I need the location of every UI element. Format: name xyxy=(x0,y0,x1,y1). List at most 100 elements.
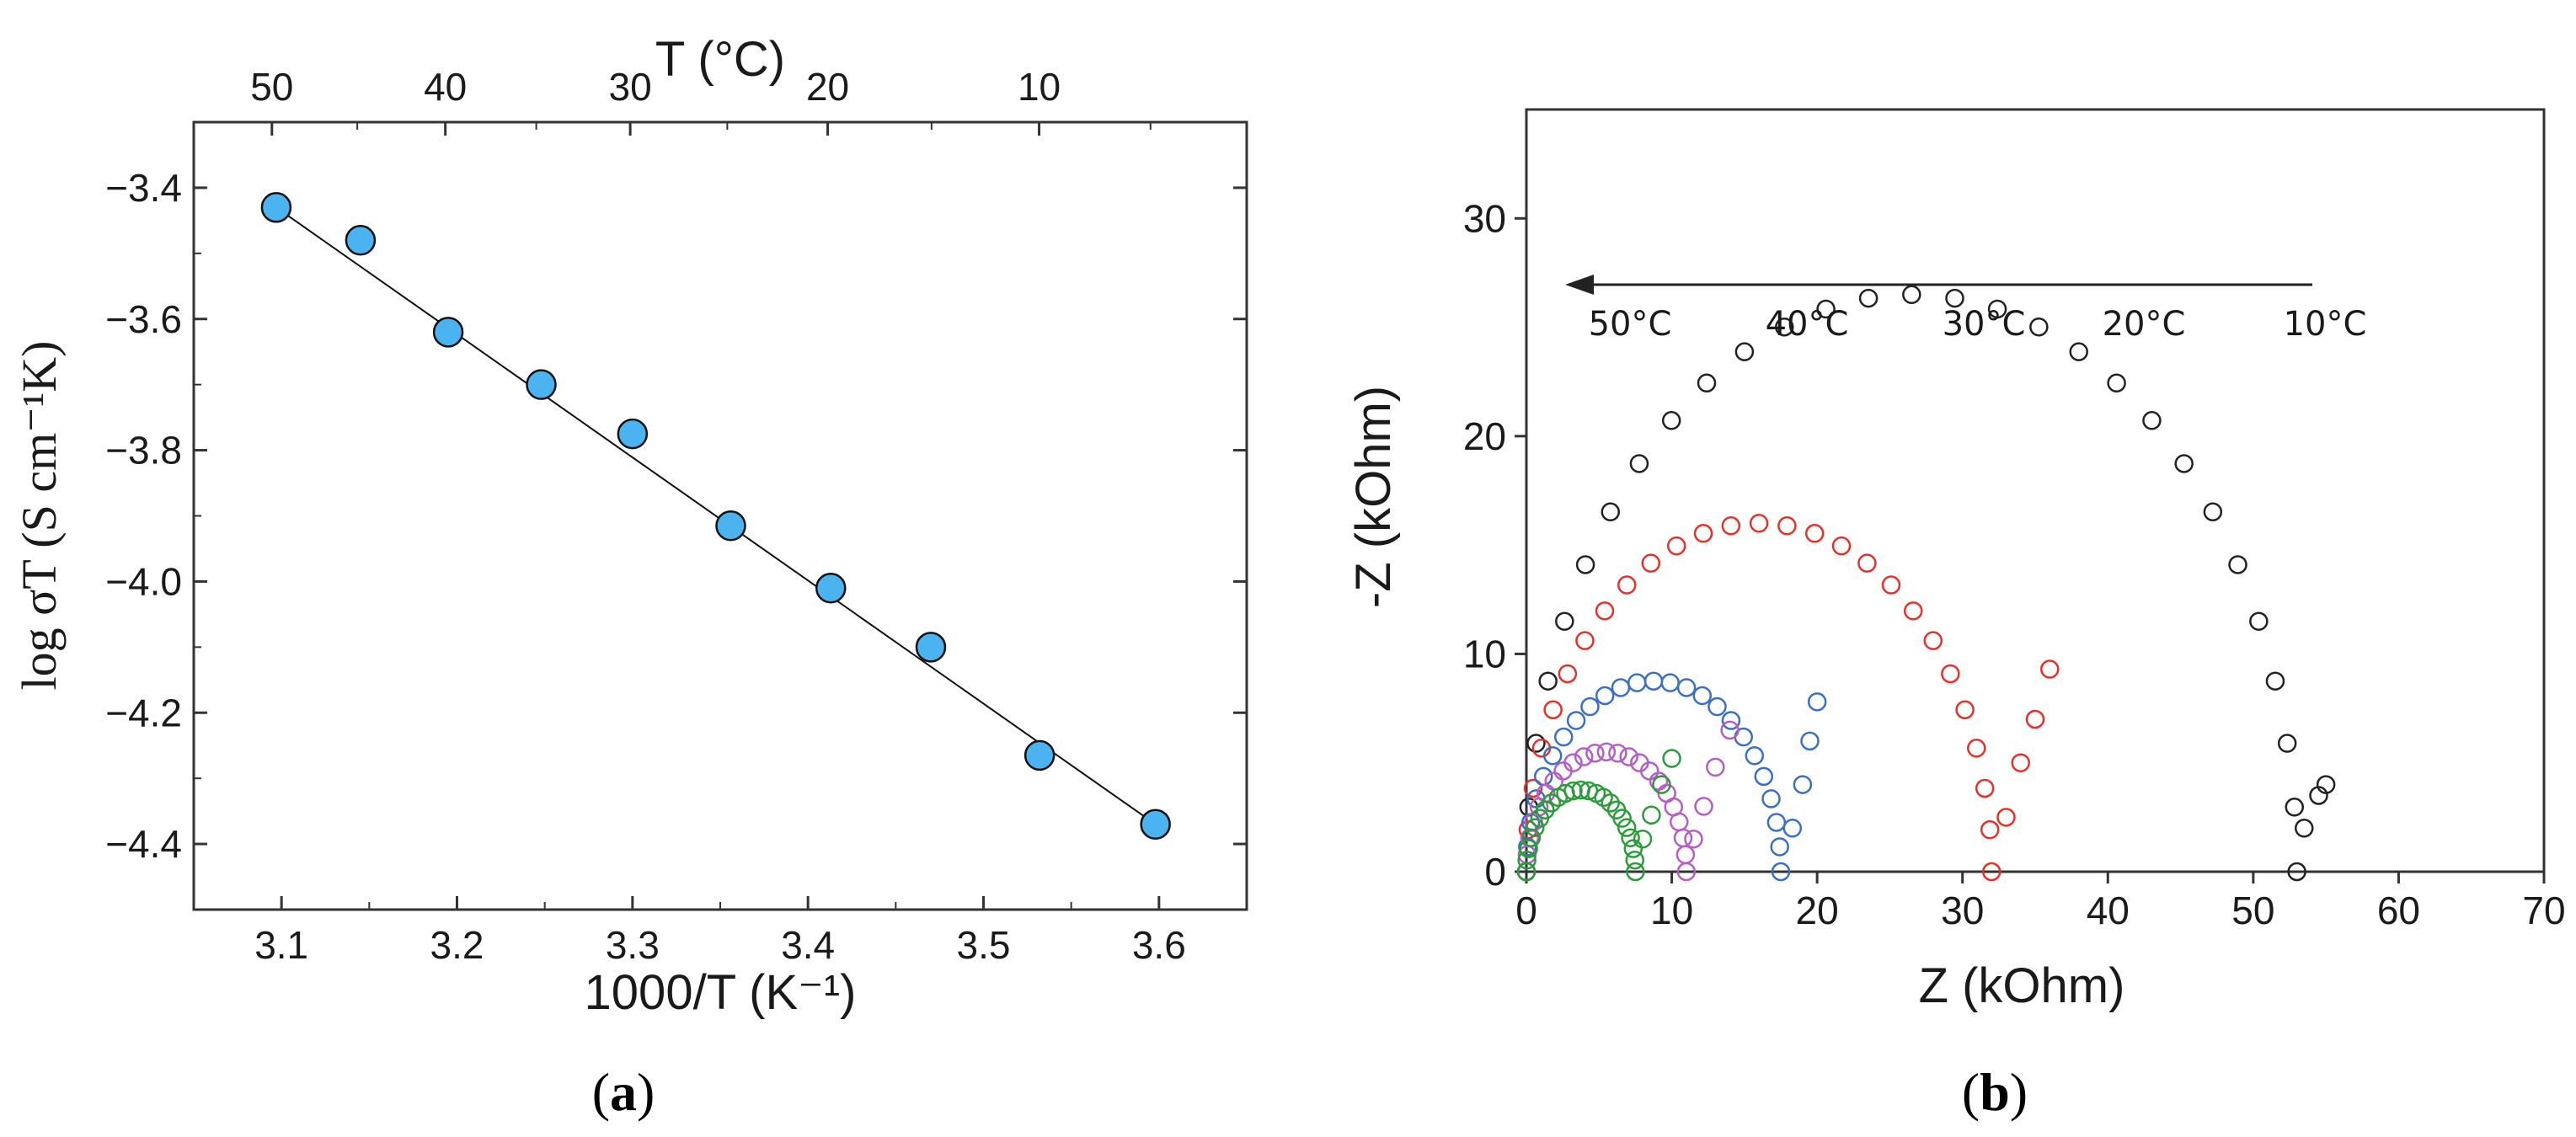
panel-b-data-point xyxy=(1594,787,1613,808)
panel-a-data-point xyxy=(715,510,746,542)
panel-b-data-point xyxy=(1625,850,1645,870)
panel-b-data-point xyxy=(1526,734,1546,753)
panel-b-data-point xyxy=(1627,673,1647,692)
panel-b-data-point xyxy=(2029,317,2049,337)
panel-b-y-tick-label: 20 xyxy=(1463,414,1506,458)
panel-a-fit-segment xyxy=(275,206,1157,825)
panel-b-data-point xyxy=(1941,664,1960,684)
panel-b-data-point xyxy=(2285,798,2305,817)
panel-b-data-point xyxy=(2142,411,2162,430)
panel-a-top-tick-label: 40 xyxy=(424,65,467,109)
panel-b-data-point xyxy=(1563,753,1583,772)
panel-b-x-tick-label: 0 xyxy=(1515,889,1537,932)
panel-b-data-point xyxy=(1721,711,1741,730)
panel-a-top-axis: 50 40 30 20 10 xyxy=(250,65,1152,136)
temperature-arrow-head xyxy=(1565,275,1594,295)
panel-a-data-point xyxy=(1023,739,1056,771)
panel-a-x-tick-label: 3.6 xyxy=(1132,923,1186,967)
panel-b-data-point xyxy=(1595,686,1615,706)
panel-b-data-point xyxy=(1566,711,1586,730)
panel-b-data-point xyxy=(1612,809,1632,828)
panel-a-y-tick-label: −3.8 xyxy=(105,429,182,472)
panel-b-data-point xyxy=(1975,778,1995,798)
panel-b-data-point xyxy=(1987,299,2007,319)
panel-b-data-point xyxy=(1542,793,1561,813)
panel-b-x-tick-label: 20 xyxy=(1796,889,1839,932)
panel-b-data-point xyxy=(1574,747,1594,766)
panel-a-y-tick-label: −3.4 xyxy=(105,166,182,210)
panel-b-data-point xyxy=(2040,659,2060,679)
panel-b-y-tick-label: 0 xyxy=(1484,850,1506,894)
panel-b-y-label: -Z (kOhm) xyxy=(1346,386,1401,608)
panel-b-data-point xyxy=(1777,516,1797,536)
panel-b-arrow-label: 40°C xyxy=(1766,305,1849,344)
panel-a-top-tick-label: 20 xyxy=(806,65,849,109)
panel-b-data-point xyxy=(1831,536,1852,556)
panel-a-y-label: log σT (S cm⁻¹K) xyxy=(12,341,67,691)
panel-a-y-axis: −3.4 −3.6 −3.8 −4.0 −4.2 −4.4 xyxy=(105,166,1247,910)
panel-b-y-axis: 0 10 20 30 xyxy=(1463,196,1526,894)
panel-a-x-tick-label: 3.1 xyxy=(254,923,308,967)
panel-b-data-point xyxy=(1761,789,1781,809)
panel-b-data-point xyxy=(1558,664,1578,684)
panel-b-data-point xyxy=(1660,673,1680,692)
panel-b-data-point xyxy=(1555,611,1574,631)
panel-a-x-tick-label: 3.3 xyxy=(606,923,660,967)
panel-b-arrow-label: 30°C xyxy=(1943,305,2026,344)
panel-b-data-point xyxy=(1611,678,1631,697)
panel-b-data-point xyxy=(1517,850,1537,870)
panel-b-data-point xyxy=(1523,778,1543,798)
panel-b-x-tick-label: 70 xyxy=(2522,889,2565,932)
panel-b-data-point xyxy=(1858,288,1879,308)
panel-b-data-point xyxy=(1676,678,1697,697)
panel-b-data-point xyxy=(1626,862,1645,882)
panel-b-data-point xyxy=(1621,828,1640,847)
panel-b-data-point xyxy=(1800,731,1820,751)
panel-b-data-point xyxy=(1721,516,1741,536)
panel-a-top-tick-label: 50 xyxy=(250,65,293,109)
panel-b-x-axis: 0 10 20 30 40 50 60 70 xyxy=(1515,872,2566,932)
panel-b-data-point xyxy=(2265,671,2285,691)
panel-a-data-point xyxy=(815,572,847,604)
panel-b-data-point xyxy=(1538,671,1558,691)
panel-b-data-point xyxy=(2295,819,2314,838)
panel-b-data-point xyxy=(1881,575,1901,595)
panel-b-x-tick-label: 60 xyxy=(2377,889,2420,932)
panel-b-chart: 0 10 20 30 40 50 60 70 0 10 20 30 50°C 40°C 30°C 20°C… xyxy=(1346,108,2566,1122)
panel-b-data-point xyxy=(1697,373,1717,393)
panel-b-data-point xyxy=(1706,757,1725,777)
panel-b-data-point xyxy=(1693,524,1713,543)
panel-b-frame xyxy=(1525,108,2546,873)
panel-b-data-point xyxy=(1749,514,1769,533)
panel-b-data-point xyxy=(1662,749,1681,768)
panel-b-data-point xyxy=(1642,805,1661,825)
panel-b-data-point xyxy=(1666,536,1686,556)
panel-b-arrow-label: 50°C xyxy=(1589,305,1672,344)
panel-b-data-point xyxy=(1536,800,1555,819)
temperature-labels: 50°C 40°C 30°C 20°C 10°C xyxy=(1589,305,2367,344)
panel-b-data-point xyxy=(1575,555,1595,574)
panel-b-data-point xyxy=(2107,373,2126,393)
panel-b-data-point xyxy=(1542,746,1563,766)
panel-b-data-point xyxy=(1617,575,1637,595)
panel-b-data-point xyxy=(1694,797,1713,816)
panel-b-y-tick-label: 10 xyxy=(1463,632,1506,675)
panel-b-data-point xyxy=(1902,285,1921,305)
panel-b-data-point xyxy=(1633,829,1653,849)
panel-a-y-tick-label: −3.6 xyxy=(105,297,182,341)
panel-a-top-axis-title: T (°C) xyxy=(655,32,785,87)
panel-a-data-point xyxy=(345,225,377,256)
panel-a-data-point xyxy=(526,369,557,400)
panel-b-points xyxy=(1516,285,2336,882)
panel-b-data-point xyxy=(1775,317,1794,337)
panel-b-data-point xyxy=(1766,813,1787,832)
panel-b-data-point xyxy=(1955,700,1975,719)
panel-b-data-point xyxy=(1980,819,2000,840)
panel-b-data-point xyxy=(1553,727,1574,747)
panel-b-data-point xyxy=(1684,829,1703,849)
panel-b-data-point xyxy=(1619,747,1638,766)
panel-b-data-point xyxy=(1670,812,1689,832)
panel-a-points xyxy=(260,192,1171,840)
panel-b-data-point xyxy=(1782,819,1803,838)
panel-a-x-axis: 3.1 3.2 3.3 3.4 3.5 3.6 xyxy=(254,896,1186,967)
